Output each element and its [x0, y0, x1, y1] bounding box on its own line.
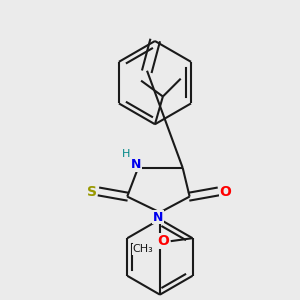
- Text: N: N: [153, 211, 163, 224]
- Text: S: S: [86, 184, 97, 199]
- Text: H: H: [122, 149, 130, 159]
- Text: CH₃: CH₃: [133, 244, 153, 254]
- Text: O: O: [157, 234, 169, 248]
- Text: N: N: [131, 158, 141, 171]
- Text: O: O: [219, 184, 231, 199]
